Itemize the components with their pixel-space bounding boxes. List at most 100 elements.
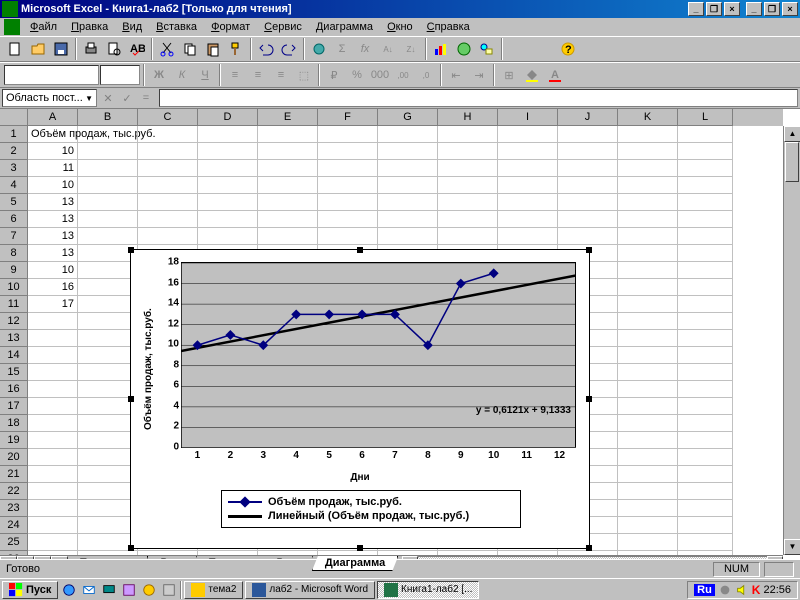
cell-B15[interactable] (78, 364, 138, 381)
cell-H1[interactable] (438, 126, 498, 143)
font-color-button[interactable]: A (544, 64, 566, 86)
cell-F3[interactable] (318, 160, 378, 177)
outer-restore-button[interactable]: ❐ (764, 2, 780, 16)
cell-K6[interactable] (618, 211, 678, 228)
cell-D7[interactable] (198, 228, 258, 245)
cell-L6[interactable] (678, 211, 733, 228)
minimize-button[interactable]: _ (688, 2, 704, 16)
col-header-E[interactable]: E (258, 109, 318, 126)
cell-K8[interactable] (618, 245, 678, 262)
cell-H7[interactable] (438, 228, 498, 245)
chart-wizard-button[interactable] (430, 38, 452, 60)
tray-icon[interactable] (718, 583, 732, 597)
cell-L15[interactable] (678, 364, 733, 381)
worksheet-grid[interactable]: ABCDEFGHIJKL 123456789101112131415161718… (0, 109, 800, 571)
cell-K4[interactable] (618, 177, 678, 194)
quick-launch-desktop[interactable] (100, 581, 118, 599)
dec-decimal-button[interactable]: ,0 (415, 64, 437, 86)
cell-G6[interactable] (378, 211, 438, 228)
menu-Сервис[interactable]: Сервис (258, 20, 308, 34)
col-header-A[interactable]: A (28, 109, 78, 126)
cell-K9[interactable] (618, 262, 678, 279)
cell-L10[interactable] (678, 279, 733, 296)
menu-Формат[interactable]: Формат (205, 20, 256, 34)
cell-K1[interactable] (618, 126, 678, 143)
menu-Вставка[interactable]: Вставка (150, 20, 203, 34)
italic-button[interactable]: К (171, 64, 193, 86)
cell-L25[interactable] (678, 534, 733, 551)
cell-J1[interactable] (558, 126, 618, 143)
chart-object[interactable]: Объём продаж, тыс.руб. Дни 0246810121416… (130, 249, 590, 549)
cell-B12[interactable] (78, 313, 138, 330)
cell-I6[interactable] (498, 211, 558, 228)
sort-asc-button[interactable]: A↓ (377, 38, 399, 60)
merge-button[interactable]: ⬚ (293, 64, 315, 86)
row-header-20[interactable]: 20 (0, 449, 28, 466)
cell-K18[interactable] (618, 415, 678, 432)
cell-L18[interactable] (678, 415, 733, 432)
cell-H4[interactable] (438, 177, 498, 194)
row-header-22[interactable]: 22 (0, 483, 28, 500)
cell-L3[interactable] (678, 160, 733, 177)
name-box[interactable]: Область пост...▼ (2, 89, 97, 107)
cell-F5[interactable] (318, 194, 378, 211)
cell-L14[interactable] (678, 347, 733, 364)
align-right-button[interactable]: ≡ (270, 64, 292, 86)
cell-B5[interactable] (78, 194, 138, 211)
column-headers[interactable]: ABCDEFGHIJKL (28, 109, 783, 126)
cell-B13[interactable] (78, 330, 138, 347)
row-header-1[interactable]: 1 (0, 126, 28, 143)
vertical-scrollbar[interactable]: ▲ ▼ (783, 126, 800, 555)
row-header-16[interactable]: 16 (0, 381, 28, 398)
cell-K11[interactable] (618, 296, 678, 313)
cell-G4[interactable] (378, 177, 438, 194)
cell-C4[interactable] (138, 177, 198, 194)
row-header-11[interactable]: 11 (0, 296, 28, 313)
cell-L1[interactable] (678, 126, 733, 143)
cell-K7[interactable] (618, 228, 678, 245)
cell-A10[interactable]: 16 (28, 279, 78, 296)
cell-B14[interactable] (78, 347, 138, 364)
row-header-24[interactable]: 24 (0, 517, 28, 534)
menu-Справка[interactable]: Справка (421, 20, 476, 34)
cell-K14[interactable] (618, 347, 678, 364)
cell-G1[interactable] (378, 126, 438, 143)
cell-C6[interactable] (138, 211, 198, 228)
cell-K22[interactable] (618, 483, 678, 500)
cell-E3[interactable] (258, 160, 318, 177)
cell-L21[interactable] (678, 466, 733, 483)
col-header-B[interactable]: B (78, 109, 138, 126)
cell-L7[interactable] (678, 228, 733, 245)
cell-B18[interactable] (78, 415, 138, 432)
inc-indent-button[interactable]: ⇥ (468, 64, 490, 86)
menu-Вид[interactable]: Вид (116, 20, 148, 34)
quick-launch-app1[interactable] (120, 581, 138, 599)
cell-A12[interactable] (28, 313, 78, 330)
cell-D4[interactable] (198, 177, 258, 194)
menu-Диаграмма[interactable]: Диаграмма (310, 20, 379, 34)
quick-launch-ie[interactable] (60, 581, 78, 599)
row-header-21[interactable]: 21 (0, 466, 28, 483)
cell-L23[interactable] (678, 500, 733, 517)
cell-L17[interactable] (678, 398, 733, 415)
cell-A2[interactable]: 10 (28, 143, 78, 160)
cell-E2[interactable] (258, 143, 318, 160)
cell-C2[interactable] (138, 143, 198, 160)
cell-A14[interactable] (28, 347, 78, 364)
cell-F7[interactable] (318, 228, 378, 245)
tray-av-icon[interactable]: K (752, 583, 761, 597)
menu-Файл[interactable]: Файл (24, 20, 63, 34)
restore-button[interactable]: ❐ (706, 2, 722, 16)
cell-J2[interactable] (558, 143, 618, 160)
cell-K24[interactable] (618, 517, 678, 534)
zoom-dropdown[interactable] (506, 38, 556, 60)
cell-B3[interactable] (78, 160, 138, 177)
row-header-3[interactable]: 3 (0, 160, 28, 177)
cell-L8[interactable] (678, 245, 733, 262)
col-header-K[interactable]: K (618, 109, 678, 126)
cell-I5[interactable] (498, 194, 558, 211)
cell-H2[interactable] (438, 143, 498, 160)
sheet-tab-Диаграмма[interactable]: Диаграмма (312, 556, 398, 571)
cell-D5[interactable] (198, 194, 258, 211)
cell-F1[interactable] (318, 126, 378, 143)
